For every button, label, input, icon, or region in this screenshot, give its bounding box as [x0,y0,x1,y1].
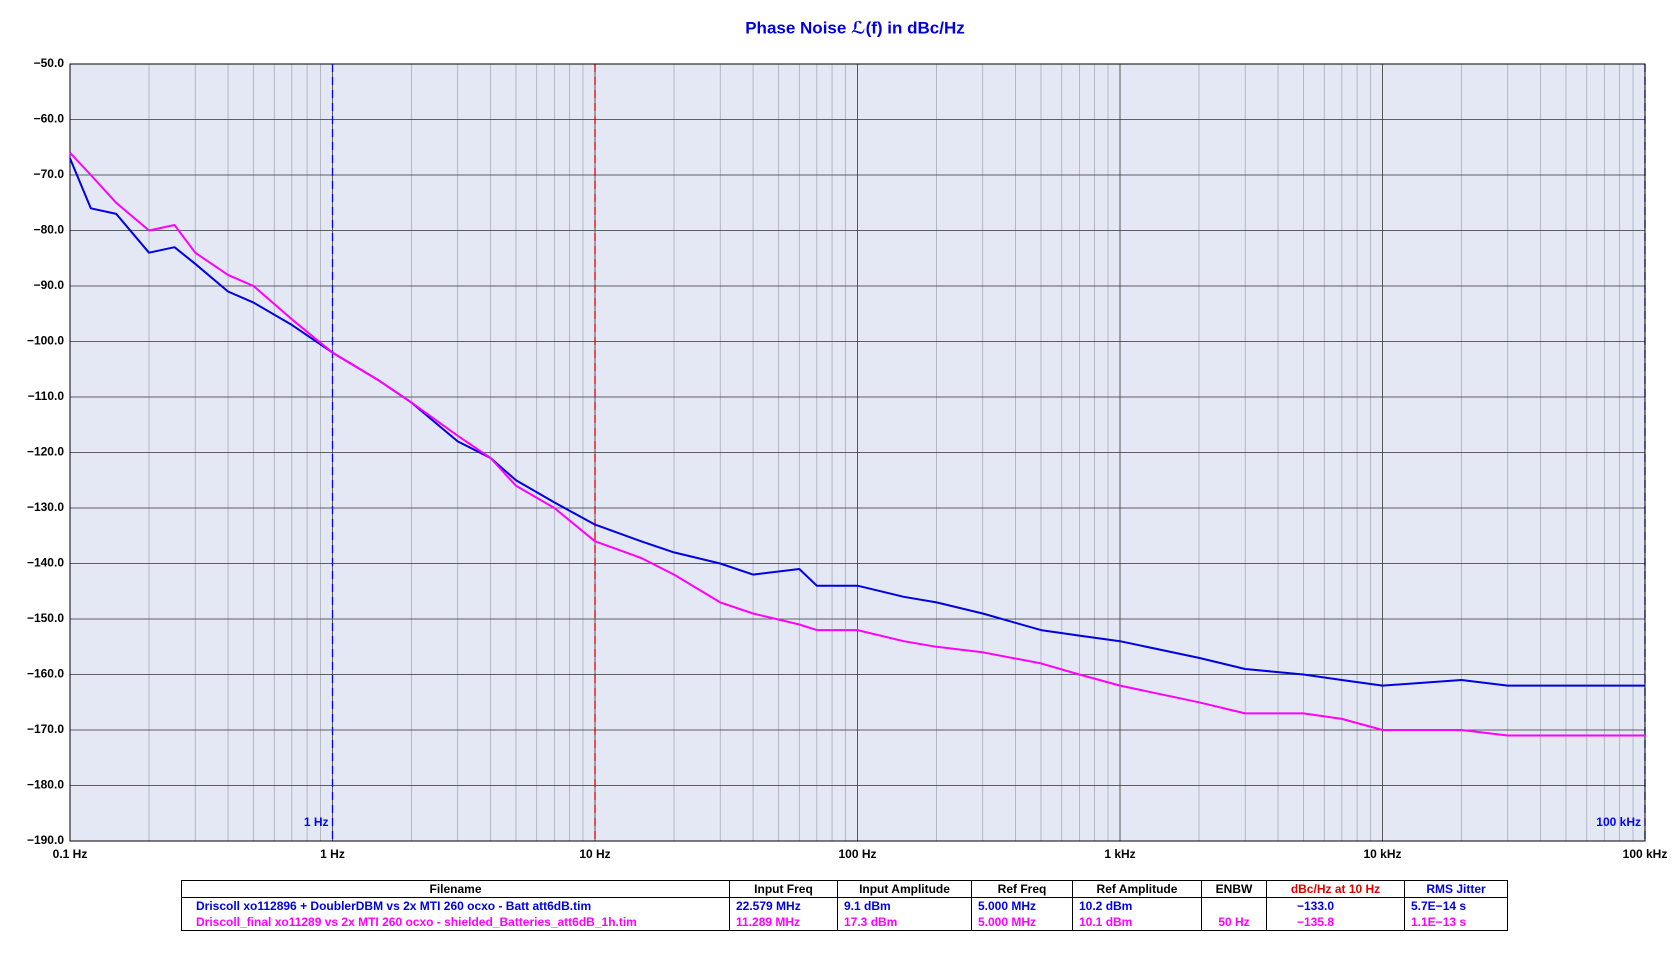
plot-border [69,63,1646,842]
y-tick-label: −190.0 [27,833,64,847]
table-cell: 9.1 dBm [837,897,972,914]
column-header: Input Amplitude [837,880,972,898]
marker-label: 100 kHz [1596,815,1641,829]
chart-title: Phase Noise ℒ(f) in dBc/Hz [745,18,965,37]
x-tick-label: 1 kHz [1104,847,1135,861]
table-cell: 10.2 dBm [1072,897,1202,914]
y-tick-label: −80.0 [34,223,65,237]
series-line [69,158,1645,687]
column-header: Input Freq [729,880,838,898]
table-cell: −135.8 [1266,914,1405,931]
table-header: Filename Input Freq Input Amplitude Ref Fre… [181,880,1508,898]
column-header: ENBW [1201,880,1267,898]
legend-entry: Driscoll xo112896 + DoublerDBM vs 2x MTI… [181,897,730,914]
y-tick-label: −110.0 [28,389,65,403]
y-tick-label: −50.0 [34,56,65,70]
y-tick-label: −140.0 [27,556,64,570]
y-tick-label: −180.0 [27,778,64,792]
chart: Phase Noise ℒ(f) in dBc/Hz −50.0 −60.0 −70… [27,18,1668,861]
table-row: Driscoll_final xo11289 vs 2x MTI 260 ocx… [181,914,1508,931]
table-row: Driscoll xo112896 + DoublerDBM vs 2x MTI… [181,897,1508,914]
table-cell: 10.1 dBm [1072,914,1202,931]
table-cell: 1.1E−13 s [1404,914,1508,931]
x-tick-label: 100 Hz [838,847,876,861]
x-tick-label: 0.1 Hz [53,847,88,861]
table-cell: 17.3 dBm [837,914,972,931]
y-tick-label: −90.0 [34,278,65,292]
table-cell: 22.579 MHz [729,897,838,914]
y-tick-label: −150.0 [27,611,64,625]
y-tick-label: −70.0 [34,167,65,181]
column-header: Ref Amplitude [1072,880,1202,898]
y-tick-label: −170.0 [27,722,64,736]
legend-entry: Driscoll_final xo11289 vs 2x MTI 260 ocx… [181,914,730,931]
table-cell: −133.0 [1266,897,1405,914]
table-cell: 11.289 MHz [729,914,838,931]
y-tick-label: −130.0 [27,500,64,514]
column-header: RMS Jitter [1404,880,1508,898]
x-tick-label: 10 kHz [1363,847,1401,861]
column-header: Ref Freq [971,880,1073,898]
y-tick-label: −160.0 [27,667,64,681]
y-tick-label: −60.0 [34,112,65,126]
column-header: Filename [181,880,730,898]
x-tick-label: 10 Hz [579,847,610,861]
x-tick-label: 100 kHz [1623,847,1668,861]
table-cell [1201,897,1267,914]
series-line [69,152,1645,737]
table-cell: 5.7E−14 s [1404,897,1508,914]
y-tick-label: −120.0 [27,445,64,459]
table-cell: 5.000 MHz [971,897,1073,914]
table-cell: 5.000 MHz [971,914,1073,931]
table-cell: 50 Hz [1201,914,1267,931]
x-tick-label: 1 Hz [320,847,345,861]
y-tick-label: −100.0 [27,334,64,348]
legend-table: Filename Input Freq Input Amplitude Ref Fre… [181,880,1508,931]
marker-label: 1 Hz [304,815,329,829]
column-header: dBc/Hz at 10 Hz [1266,880,1405,898]
